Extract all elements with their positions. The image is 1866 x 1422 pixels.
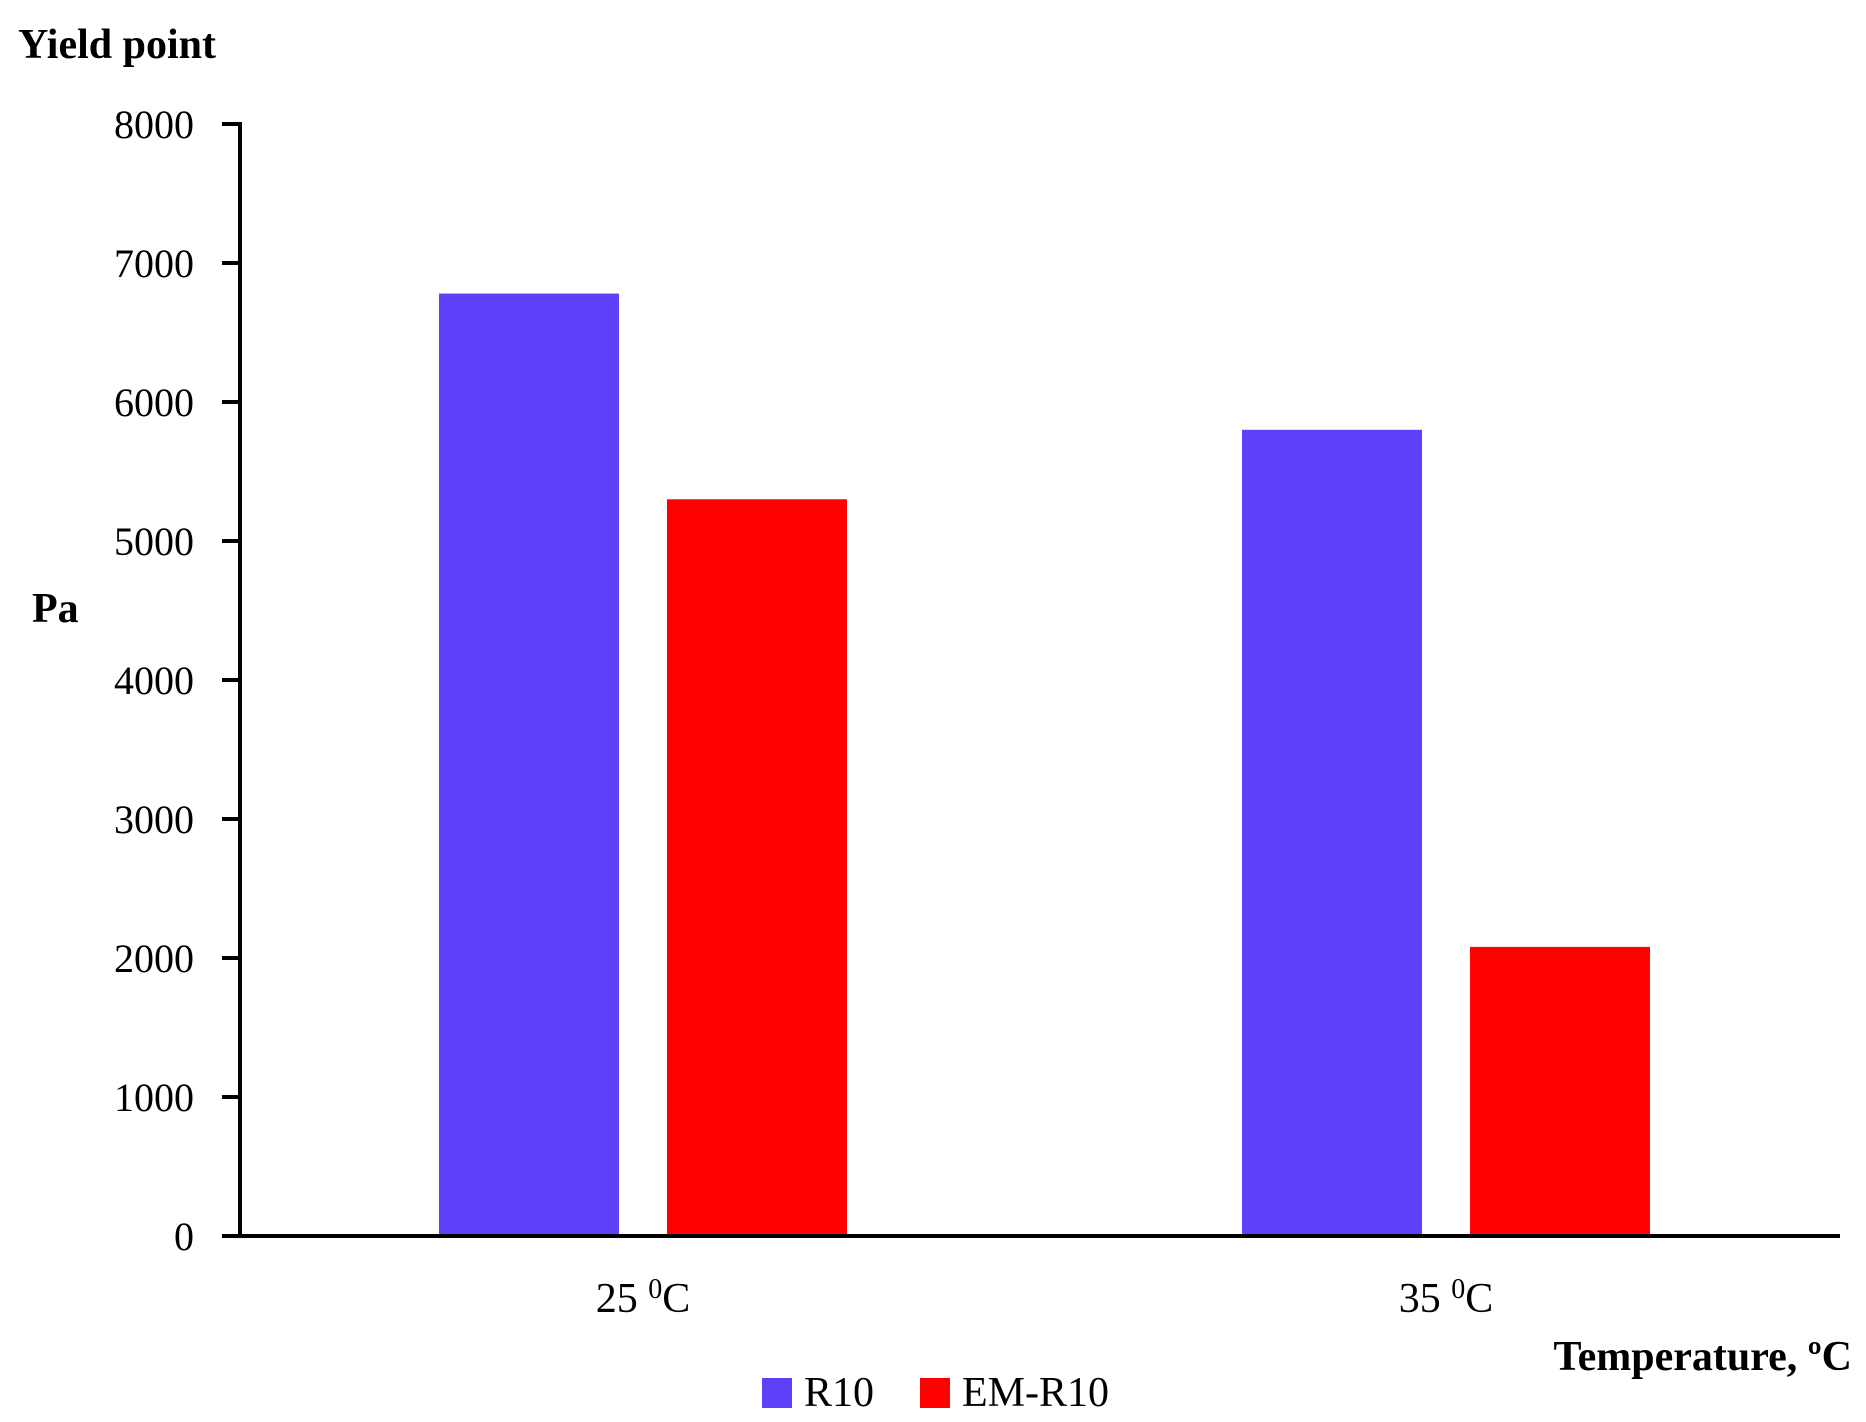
x-tick-label: 25 0C bbox=[596, 1274, 691, 1322]
legend-label-r10: R10 bbox=[804, 1370, 874, 1416]
bar-em-r10-2 bbox=[1470, 946, 1650, 1236]
y-tick-label: 2000 bbox=[114, 936, 194, 981]
bar-r10-2 bbox=[1242, 429, 1422, 1236]
y-axis-unit-label: Pa bbox=[32, 586, 79, 632]
y-tick-label: 0 bbox=[174, 1214, 194, 1259]
y-tick-label: 7000 bbox=[114, 241, 194, 286]
legend: R10 EM-R10 bbox=[762, 1370, 1109, 1416]
y-tick-label: 8000 bbox=[114, 102, 194, 147]
y-tick-label: 4000 bbox=[114, 658, 194, 703]
y-axis-title: Yield point bbox=[18, 22, 216, 68]
bar-r10-1 bbox=[439, 293, 619, 1237]
y-tick-label: 1000 bbox=[114, 1075, 194, 1120]
y-axis-ticks: 0 1000 2000 3000 4000 5000 6000 7000 8000 bbox=[114, 102, 240, 1259]
legend-swatch-em-r10 bbox=[920, 1378, 950, 1408]
y-tick-label: 5000 bbox=[114, 519, 194, 564]
bar-em-r10-1 bbox=[667, 499, 847, 1236]
y-tick-label: 6000 bbox=[114, 380, 194, 425]
legend-swatch-r10 bbox=[762, 1378, 792, 1408]
y-tick-label: 3000 bbox=[114, 797, 194, 842]
x-tick-label: 35 0C bbox=[1399, 1274, 1494, 1322]
bars bbox=[439, 293, 1650, 1237]
x-axis-title: Temperature, ºC bbox=[1554, 1334, 1853, 1380]
legend-label-em-r10: EM-R10 bbox=[962, 1370, 1109, 1416]
x-axis-tick-labels: 25 0C 35 0C bbox=[596, 1274, 1494, 1322]
